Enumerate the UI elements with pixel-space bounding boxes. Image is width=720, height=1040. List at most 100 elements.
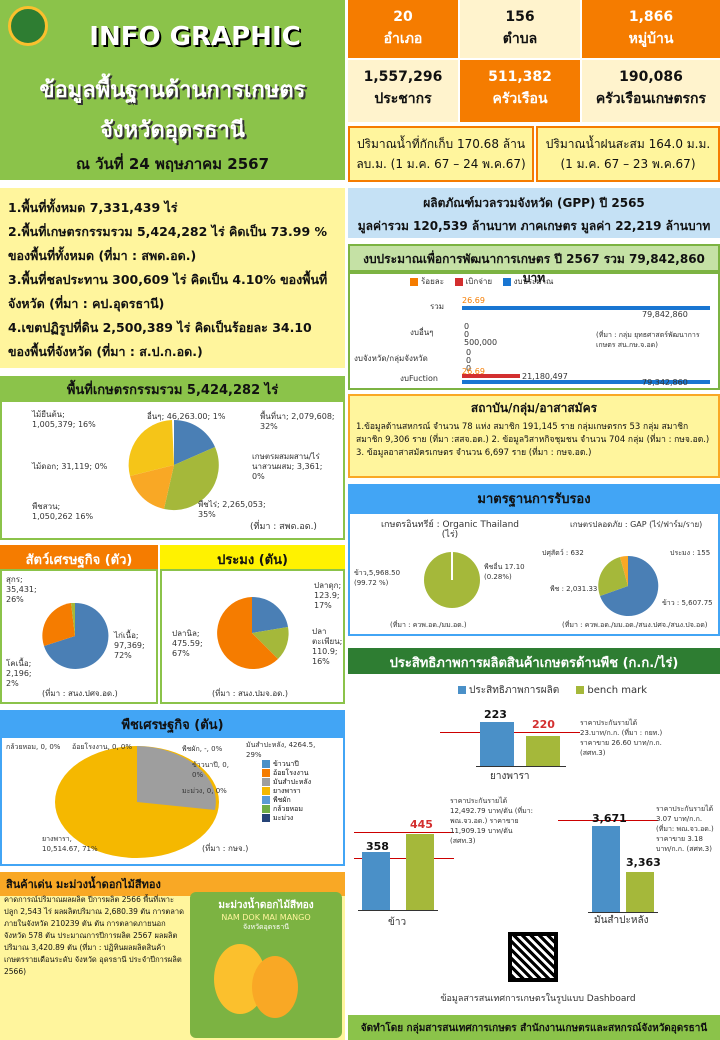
land-item: 1.พื้นที่ทั้งหมด 7,331,439 ไร่ bbox=[8, 200, 178, 215]
efficiency-legend: ประสิทธิภาพการผลิต bench mark bbox=[458, 686, 647, 696]
rubber-yield-bar bbox=[480, 722, 514, 766]
header-panel bbox=[0, 0, 345, 180]
stat-villages: 1,866 หมู่บ้าน bbox=[582, 0, 720, 58]
budget-row-label: รวม bbox=[430, 302, 445, 311]
livestock-chart: สุกร; 35,431; 26% ไก่เนื้อ; 97,369; 72% … bbox=[0, 569, 158, 704]
livestock-pie bbox=[42, 602, 109, 669]
pie-slice-perennial bbox=[128, 420, 174, 476]
cassava-yield-bar bbox=[592, 826, 620, 912]
institutes-text: 1.ข้อมูลด้านสหกรณ์ จำนวน 78 แห่ง สมาชิก … bbox=[356, 422, 710, 458]
pie-slice-field-crops bbox=[164, 447, 219, 511]
econ-plants-legend: ข้าวนาปี อ้อยโรงงาน มันสำปะหลัง ยางพารา … bbox=[262, 760, 311, 823]
cassava-price-note: ราคาประกันรายได้ 3.07 บาท/ก.ก. (ที่มา: พ… bbox=[656, 805, 714, 853]
water-storage: ปริมาณน้ำที่กักเก็บ 170.68 ล้าน ลบ.ม. (1… bbox=[348, 126, 534, 182]
fishery-source: (ที่มา : สนง.ปมจ.อด.) bbox=[212, 689, 288, 698]
rice-benchmark-bar bbox=[406, 834, 434, 910]
pie-slice-paddy bbox=[174, 420, 215, 465]
pie-label: ปลานิล; 475.59; 67% bbox=[172, 629, 203, 658]
pie-label: พื้นที่นา; 2,079,608; 32% bbox=[260, 412, 335, 431]
budget-source: (ที่มา : กลุ่ม ยุทธศาสตร์พัฒนาการ เกษตร … bbox=[596, 331, 700, 349]
gap-pie bbox=[598, 555, 659, 616]
institutes-panel: สถาบัน/กลุ่ม/อาสาสมัคร 1.ข้อมูลด้านสหกรณ… bbox=[348, 394, 720, 478]
agri-area-chart: ไม้ยืนต้น; 1,005,379; 16% อื่นๆ; 46,263.… bbox=[0, 400, 345, 540]
dashboard-qr-code[interactable] bbox=[508, 932, 558, 982]
efficiency-chart: ประสิทธิภาพการผลิต bench mark 223 220 ยา… bbox=[348, 676, 720, 1010]
pie-slice-horticulture bbox=[130, 465, 174, 509]
gpp-title: ผลิตภัณฑ์มวลรวมจังหวัด (GPP) ปี 2565 bbox=[423, 196, 645, 210]
budget-disbursed-bar bbox=[462, 374, 520, 378]
gap-title: เกษตรปลอดภัย : GAP (ไร่/ฟาร์ม/ราย) bbox=[570, 520, 703, 529]
pie-label: พืชอื่น 17.10 (0.28%) bbox=[484, 563, 525, 581]
gap-source: (ที่มา : ควพ.อด./มม.อด./สนง.ปศจ./สนง.ปจ.… bbox=[562, 621, 708, 629]
pie-label: กล้วยหอม, 0, 0% bbox=[6, 743, 61, 751]
standards-panel: เกษตรอินทรีย์ : Organic Thailand (ไร่) ข… bbox=[348, 512, 720, 636]
product-panel: สินค้าเด่น มะม่วงน้ำดอกไม้สีทอง คาดการณ์… bbox=[0, 872, 345, 1040]
rice-yield-bar bbox=[362, 852, 390, 910]
province-name: จังหวัดอุดรธานี bbox=[100, 118, 245, 143]
pie-label: ไม้ดอก; 31,119; 0% bbox=[32, 462, 108, 471]
pie-label: สุกร; 35,431; 26% bbox=[6, 575, 37, 604]
budget-row-label: งบจังหวัด/กลุ่มจังหวัด bbox=[354, 354, 428, 363]
econ-plants-title: พืชเศรษฐกิจ (ตัน) bbox=[0, 710, 345, 736]
land-item: 3.พื้นที่ชลประทาน 300,609 ไร่ คิดเป็น 4.… bbox=[8, 272, 328, 311]
rubber-benchmark-bar bbox=[526, 736, 560, 766]
stat-districts: 20 อำเภอ bbox=[348, 0, 458, 58]
product-text: คาดการณ์ปริมาณผลผลิต ปีการผลิต 2566 พื้น… bbox=[4, 895, 184, 976]
rice-price-note: ราคาประกันรายได้ 12,492.79 บาท/ตัน (ที่ม… bbox=[450, 797, 534, 845]
rainfall: ปริมาณน้ำฝนสะสม 164.0 ม.ม. (1 ม.ค. 67 – … bbox=[536, 126, 720, 182]
agri-area-title: พื้นที่เกษตรกรรมรวม 5,424,282 ไร่ bbox=[0, 376, 345, 400]
pie-label: อ้อยโรงงาน, 0, 0% bbox=[72, 743, 133, 751]
stat-population: 1,557,296 ประชากร bbox=[348, 60, 458, 122]
gpp-value: มูลค่ารวม 120,539 ล้านบาท ภาคเกษตร มูลค่… bbox=[357, 219, 711, 233]
mango-icon bbox=[252, 956, 298, 1018]
pie-label: พืชผัก, -, 0% bbox=[182, 745, 223, 753]
department-logo bbox=[8, 6, 48, 46]
report-date: ณ วันที่ 24 พฤษภาคม 2567 bbox=[75, 155, 270, 173]
fishery-pie bbox=[217, 596, 289, 669]
budget-chart: ร้อยละ เบิกจ่าย งบประมาณ รวม 26.69 79,84… bbox=[348, 272, 720, 390]
agri-area-source: (ที่มา : สพด.อด.) bbox=[250, 522, 317, 532]
land-item: 2.พื้นที่เกษตรกรรมรวม 5,424,282 ไร่ คิดเ… bbox=[8, 224, 328, 263]
agri-area-pie bbox=[128, 420, 219, 511]
fishery-title: ประมง (ตัน) bbox=[160, 545, 345, 569]
livestock-title: สัตว์เศรษฐกิจ (ตัว) bbox=[0, 545, 158, 569]
pie-label: ข้าวนาปี, 0, 0% bbox=[192, 761, 229, 779]
fishery-chart: ปลาดุก; 123.9; 17% ปลาตะเพียน; 110.9; 16… bbox=[160, 569, 345, 704]
land-item: 4.เขตปฏิรูปที่ดิน 2,500,389 ไร่ คิดเป็นร… bbox=[8, 320, 312, 359]
efficiency-title: ประสิทธิภาพการผลิตสินค้าเกษตรด้านพืช (ก.… bbox=[348, 648, 720, 674]
rubber-price-note: ราคาประกันรายได้ 23.บาท/ก.ก. (ที่มา : กย… bbox=[580, 719, 663, 757]
organic-pie bbox=[424, 552, 480, 608]
pie-label: มันสำปะหลัง, 4264.5, 29% bbox=[246, 741, 316, 759]
pie-label: อื่นๆ; 46,263.00; 1% bbox=[147, 412, 226, 421]
econ-plants-chart: กล้วยหอม, 0, 0% อ้อยโรงงาน, 0, 0% พืชผัก… bbox=[0, 736, 345, 866]
stat-households: 511,382 ครัวเรือน bbox=[460, 60, 580, 122]
budget-row-label: งบFuction bbox=[400, 374, 438, 383]
organic-title: เกษตรอินทรีย์ : Organic Thailand (ไร่) bbox=[380, 520, 519, 540]
econ-plants-source: (ที่มา : กษจ.) bbox=[202, 844, 249, 853]
page-title: INFO GRAPHIC bbox=[89, 22, 301, 52]
pie-label: ประมง : 155 bbox=[670, 549, 711, 557]
budget-title: งบประมาณเพื่อการพัฒนาการเกษตร ปี 2567 รว… bbox=[348, 244, 720, 285]
pie-label: ข้าว,5,968.50 (99.72 %) bbox=[354, 569, 401, 587]
organic-source: (ที่มา : ควพ.อด./มม.อด.) bbox=[390, 621, 467, 629]
pie-label: ปศุสัตว์ : 632 bbox=[542, 549, 584, 557]
pie-label: พืชไร่; 2,265,053; 35% bbox=[198, 500, 266, 519]
standards-title: มาตรฐานการรับรอง bbox=[348, 484, 720, 512]
pie-label: ยางพารา, 10,514.67, 71% bbox=[42, 835, 98, 853]
institutes-title: สถาบัน/กลุ่ม/อาสาสมัคร bbox=[470, 401, 598, 415]
stat-farm-households: 190,086 ครัวเรือนเกษตรกร bbox=[582, 60, 720, 122]
stat-subdistricts: 156 ตำบล bbox=[460, 0, 580, 58]
rice-label: ข้าว bbox=[388, 917, 407, 928]
budget-bar bbox=[462, 306, 710, 310]
product-title: สินค้าเด่น มะม่วงน้ำดอกไม้สีทอง bbox=[0, 872, 345, 896]
pie-label: พืชสวน; 1,050,262 16% bbox=[32, 502, 94, 521]
pie-label: ปลาตะเพียน; 110.9; 16% bbox=[312, 627, 343, 666]
pie-label: ไม้ยืนต้น; 1,005,379; 16% bbox=[32, 410, 96, 429]
econ-plants-pie bbox=[55, 746, 219, 858]
budget-legend: ร้อยละ เบิกจ่าย งบประมาณ bbox=[410, 277, 553, 287]
cassava-label: มันสำปะหลัง bbox=[594, 915, 649, 926]
budget-row-label: งบอื่นๆ bbox=[410, 328, 434, 337]
budget-bar bbox=[462, 380, 710, 384]
pie-label: ข้าว : 5,607.75 bbox=[662, 599, 713, 607]
pie-label: โคเนื้อ; 2,196; 2% bbox=[6, 659, 32, 688]
